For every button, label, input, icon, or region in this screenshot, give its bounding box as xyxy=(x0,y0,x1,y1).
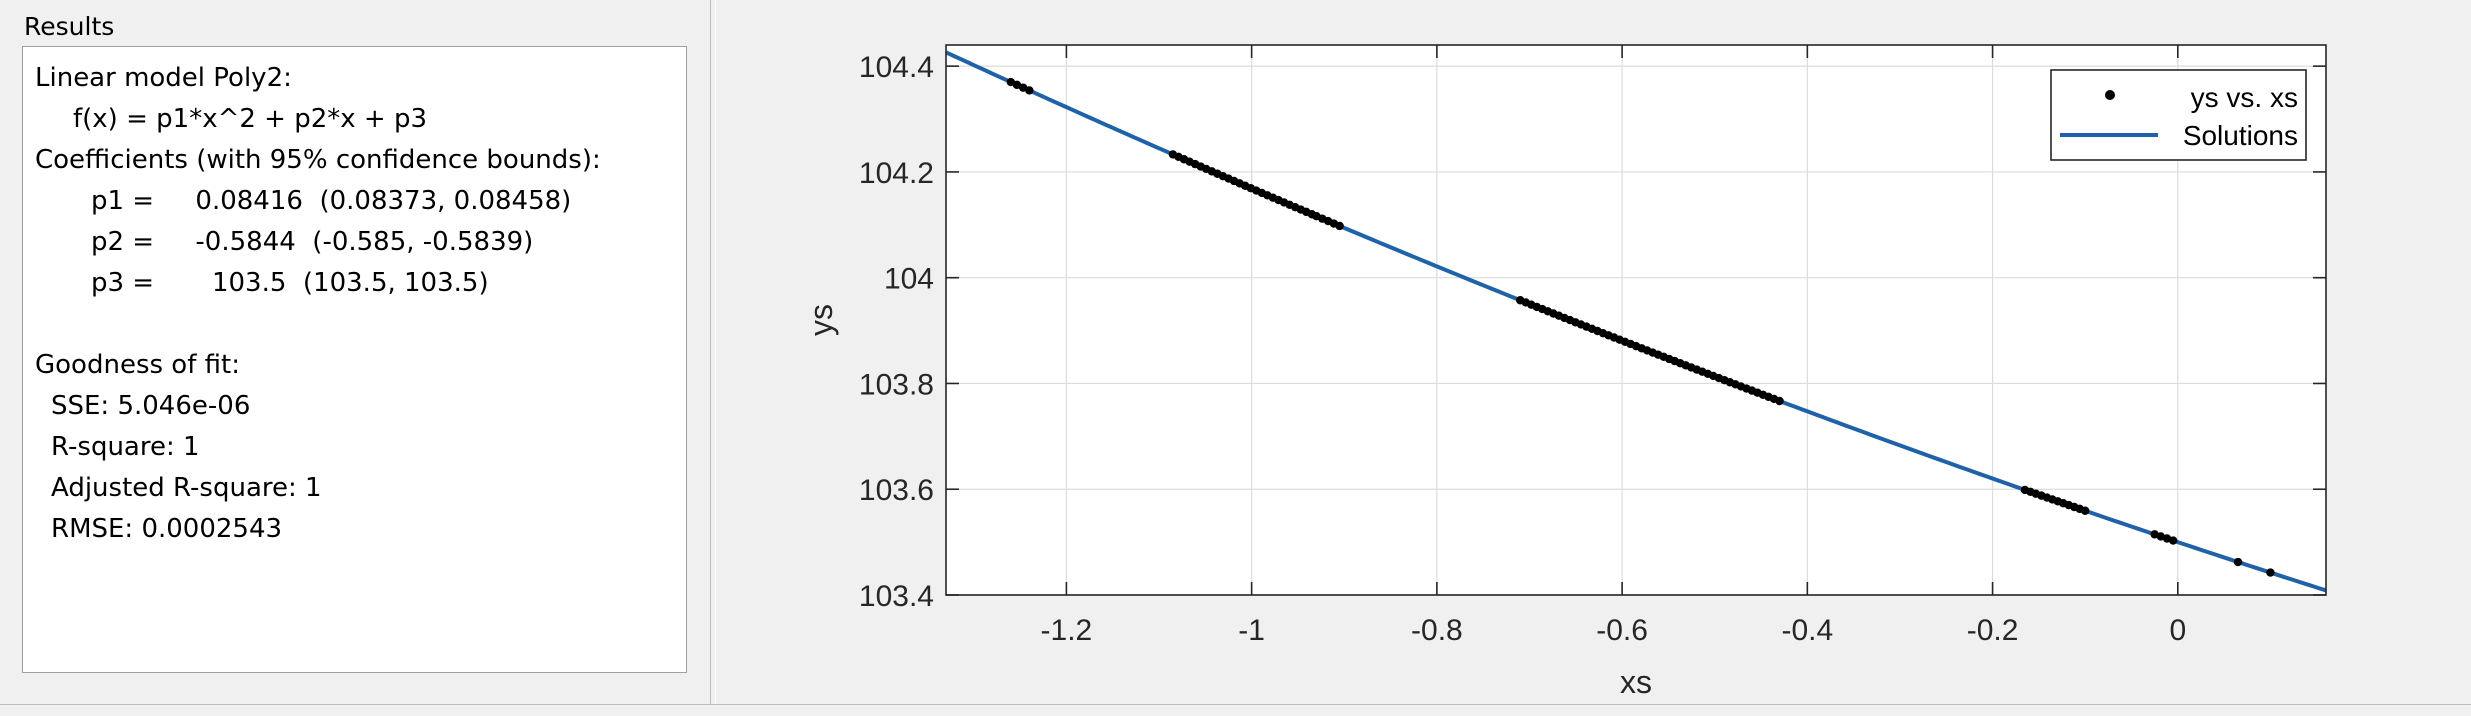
data-point xyxy=(1775,396,1784,406)
y-tick-label: 104.2 xyxy=(859,157,934,190)
y-axis-label: ys xyxy=(803,304,839,336)
sse-text: SSE: 5.046e-06 xyxy=(51,391,251,421)
data-point xyxy=(1335,221,1344,231)
axes-box xyxy=(945,44,2327,596)
legend-label-solutions: Solutions xyxy=(2183,120,2298,151)
bottom-divider xyxy=(0,704,2471,716)
y-tick-label: 103.6 xyxy=(859,474,934,507)
x-tick-label: -0.4 xyxy=(1781,614,1833,647)
legend-box xyxy=(2050,69,2307,161)
results-text-box[interactable]: Linear model Poly2: f(x) = p1*x^2 + p2*x… xyxy=(22,46,687,673)
panel-divider[interactable] xyxy=(710,0,716,705)
data-point xyxy=(1025,86,1034,95)
x-tick-label: 0 xyxy=(2169,614,2186,647)
x-tick-label: -1.2 xyxy=(1041,614,1093,647)
tick-marks xyxy=(946,45,2326,596)
coefficient-p1-text: p1 = 0.08416 (0.08373, 0.08458) xyxy=(91,186,572,216)
data-point xyxy=(2168,536,2178,545)
x-tick-label: -0.8 xyxy=(1411,614,1463,647)
data-point xyxy=(2080,506,2090,515)
coefficient-p2-text: p2 = -0.5844 (-0.585, -0.5839) xyxy=(91,227,534,257)
legend-label-points: ys vs. xs xyxy=(2191,82,2298,113)
y-tick-label: 103.4 xyxy=(859,580,934,613)
y-tick-label: 104.4 xyxy=(859,51,934,84)
fit-chart[interactable]: -1.2 -1 -0.8 -0.6 -0.4 -0.2 0 103.4103.6103.81… xyxy=(716,0,2471,704)
data-point xyxy=(2233,557,2243,567)
plot-panel: -1.2 -1 -0.8 -0.6 -0.4 -0.2 0 103.4 103.6 103.8 1… xyxy=(716,0,2471,704)
legend[interactable]: ys vs. xs Solutions xyxy=(2050,69,2307,161)
results-panel: Results Linear model Poly2: f(x) = p1*x^… xyxy=(0,0,706,700)
model-type-text: Linear model Poly2: xyxy=(35,63,292,93)
results-title: Results xyxy=(24,12,115,41)
x-tick-label: -1 xyxy=(1238,614,1265,647)
coefficient-p3-text: p3 = 103.5 (103.5, 103.5) xyxy=(91,268,489,298)
rmse-text: RMSE: 0.0002543 xyxy=(51,514,283,544)
y-tick-labels: 103.4 103.6 103.8 104 104.2 104.4 xyxy=(859,51,934,613)
y-tick-label: 103.8 xyxy=(859,368,934,401)
x-axis-label: xs xyxy=(1620,664,1652,700)
data-point xyxy=(2266,568,2275,577)
coefficients-heading: Coefficients (with 95% confidence bounds… xyxy=(35,145,601,175)
y-tick-label: 104 xyxy=(884,263,934,296)
legend-marker-points xyxy=(2105,90,2115,100)
model-formula-text: f(x) = p1*x^2 + p2*x + p3 xyxy=(73,104,428,134)
adjusted-rsquare-text: Adjusted R-square: 1 xyxy=(51,473,322,503)
x-tick-label: -0.6 xyxy=(1596,614,1648,647)
x-tick-label: -0.2 xyxy=(1967,614,2019,647)
data-points-layer xyxy=(1006,77,2275,577)
x-tick-labels: -1.2 -1 -0.8 -0.6 -0.4 -0.2 0 xyxy=(1041,614,2187,647)
goodness-of-fit-heading: Goodness of fit: xyxy=(35,350,240,380)
rsquare-text: R-square: 1 xyxy=(51,432,200,462)
